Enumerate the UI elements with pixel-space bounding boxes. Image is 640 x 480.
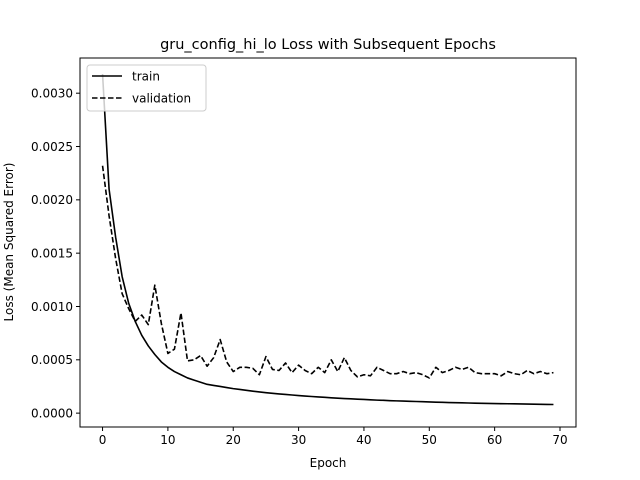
- y-tick-label: 0.0030: [31, 86, 73, 100]
- x-tick-label: 0: [99, 433, 107, 447]
- legend-label-validation: validation: [132, 92, 191, 106]
- y-tick-label: 0.0010: [31, 300, 73, 314]
- x-tick-label: 20: [226, 433, 241, 447]
- series-line-train: [101, 73, 554, 406]
- x-axis-ticks: 0 10 20 30 40 50 60 70: [99, 427, 568, 447]
- y-axis-label: Loss (Mean Squared Error): [2, 163, 16, 322]
- legend: train validation: [86, 64, 207, 112]
- y-tick-label: 0.0000: [31, 406, 73, 420]
- legend-label-train: train: [132, 70, 160, 84]
- series-line-validation: [101, 165, 554, 379]
- y-axis-ticks: 0.0000 0.0005 0.0010 0.0015 0.0020 0.0025 0.00…: [31, 86, 80, 420]
- x-tick-label: 30: [291, 433, 306, 447]
- x-tick-label: 10: [160, 433, 175, 447]
- x-tick-label: 70: [552, 433, 567, 447]
- y-tick-label: 0.0015: [31, 246, 73, 260]
- plot-area: [79, 57, 577, 428]
- y-tick-label: 0.0020: [31, 193, 73, 207]
- x-tick-label: 40: [356, 433, 371, 447]
- x-axis-label: Epoch: [310, 456, 347, 470]
- y-tick-label: 0.0005: [31, 353, 73, 367]
- chart-title: gru_config_hi_lo Loss with Subsequent Ep…: [160, 37, 496, 53]
- y-tick-label: 0.0025: [31, 140, 73, 154]
- x-tick-label: 60: [487, 433, 502, 447]
- x-tick-label: 50: [422, 433, 437, 447]
- axes-frame: [79, 57, 577, 428]
